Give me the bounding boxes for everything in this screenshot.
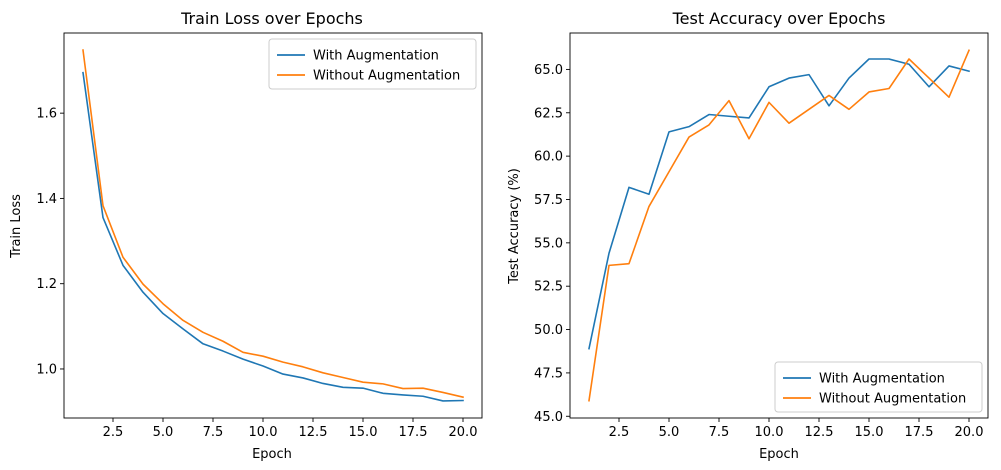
x-tick-label: 17.5 (399, 425, 428, 440)
train-loss-chart: Train Loss over Epochs 2.5 5.0 7.5 10.0 12.5… (9, 9, 483, 462)
legend-label: Without Augmentation (313, 69, 460, 84)
y-axis-label: Train Loss (9, 194, 24, 259)
x-tick-label: 7.5 (709, 425, 730, 440)
x-tick-label: 2.5 (609, 425, 630, 440)
legend-label: With Augmentation (313, 49, 439, 64)
x-tick-label: 12.5 (299, 425, 328, 440)
y-tick-label: 65.0 (534, 63, 563, 78)
series-line-with-augmentation (82, 71, 464, 402)
legend-label: Without Augmentation (819, 392, 966, 407)
series-line-without-augmentation (588, 49, 971, 402)
y-tick-label: 55.0 (534, 236, 563, 251)
y-tick-label: 1.0 (36, 362, 57, 377)
x-tick-label: 15.0 (855, 425, 884, 440)
legend-label: With Augmentation (819, 372, 945, 387)
x-tick-label: 10.0 (755, 425, 784, 440)
series-line-without-augmentation (82, 49, 464, 399)
x-tick-label: 5.0 (153, 425, 174, 440)
x-tick-label: 20.0 (955, 425, 984, 440)
test-accuracy-chart: Test Accuracy over Epochs 2.5 5.0 7.5 10.0 1… (507, 9, 989, 462)
x-axis-label: Epoch (759, 447, 799, 462)
x-tick-label: 5.0 (659, 425, 680, 440)
plot-frame (63, 32, 483, 419)
plot-area: 2.5 5.0 7.5 10.0 12.5 15.0 17.5 20.0 45.0 47.5 50.… (534, 32, 989, 440)
x-axis-label: Epoch (252, 447, 292, 462)
y-tick-label: 62.5 (534, 106, 563, 121)
y-tick-label: 1.4 (36, 192, 57, 207)
chart-title: Train Loss over Epochs (180, 9, 363, 28)
plot-area: 2.5 5.0 7.5 10.0 12.5 15.0 17.5 20.0 1.0 1.2 1.4 1.… (36, 32, 483, 440)
x-tick-label: 7.5 (203, 425, 224, 440)
y-tick-label: 57.5 (534, 193, 563, 208)
x-tick-label: 15.0 (349, 425, 378, 440)
y-tick-label: 50.0 (534, 323, 563, 338)
y-tick-label: 60.0 (534, 150, 563, 165)
legend: With Augmentation Without Augmentation (268, 38, 477, 90)
x-tick-label: 17.5 (905, 425, 934, 440)
x-tick-label: 20.0 (449, 425, 478, 440)
legend: With Augmentation Without Augmentation (774, 361, 983, 413)
y-tick-label: 47.5 (534, 366, 563, 381)
legend-box (268, 38, 477, 90)
y-tick-label: 1.6 (36, 107, 57, 122)
legend-box (774, 361, 983, 413)
x-tick-label: 2.5 (103, 425, 124, 440)
y-axis-label: Test Accuracy (%) (507, 168, 522, 285)
y-tick-label: 1.2 (36, 277, 57, 292)
x-tick-label: 12.5 (805, 425, 834, 440)
x-tick-label: 10.0 (249, 425, 278, 440)
y-tick-label: 45.0 (534, 410, 563, 425)
plot-frame (569, 32, 989, 419)
chart-title: Test Accuracy over Epochs (672, 9, 886, 28)
y-tick-label: 52.5 (534, 280, 563, 295)
